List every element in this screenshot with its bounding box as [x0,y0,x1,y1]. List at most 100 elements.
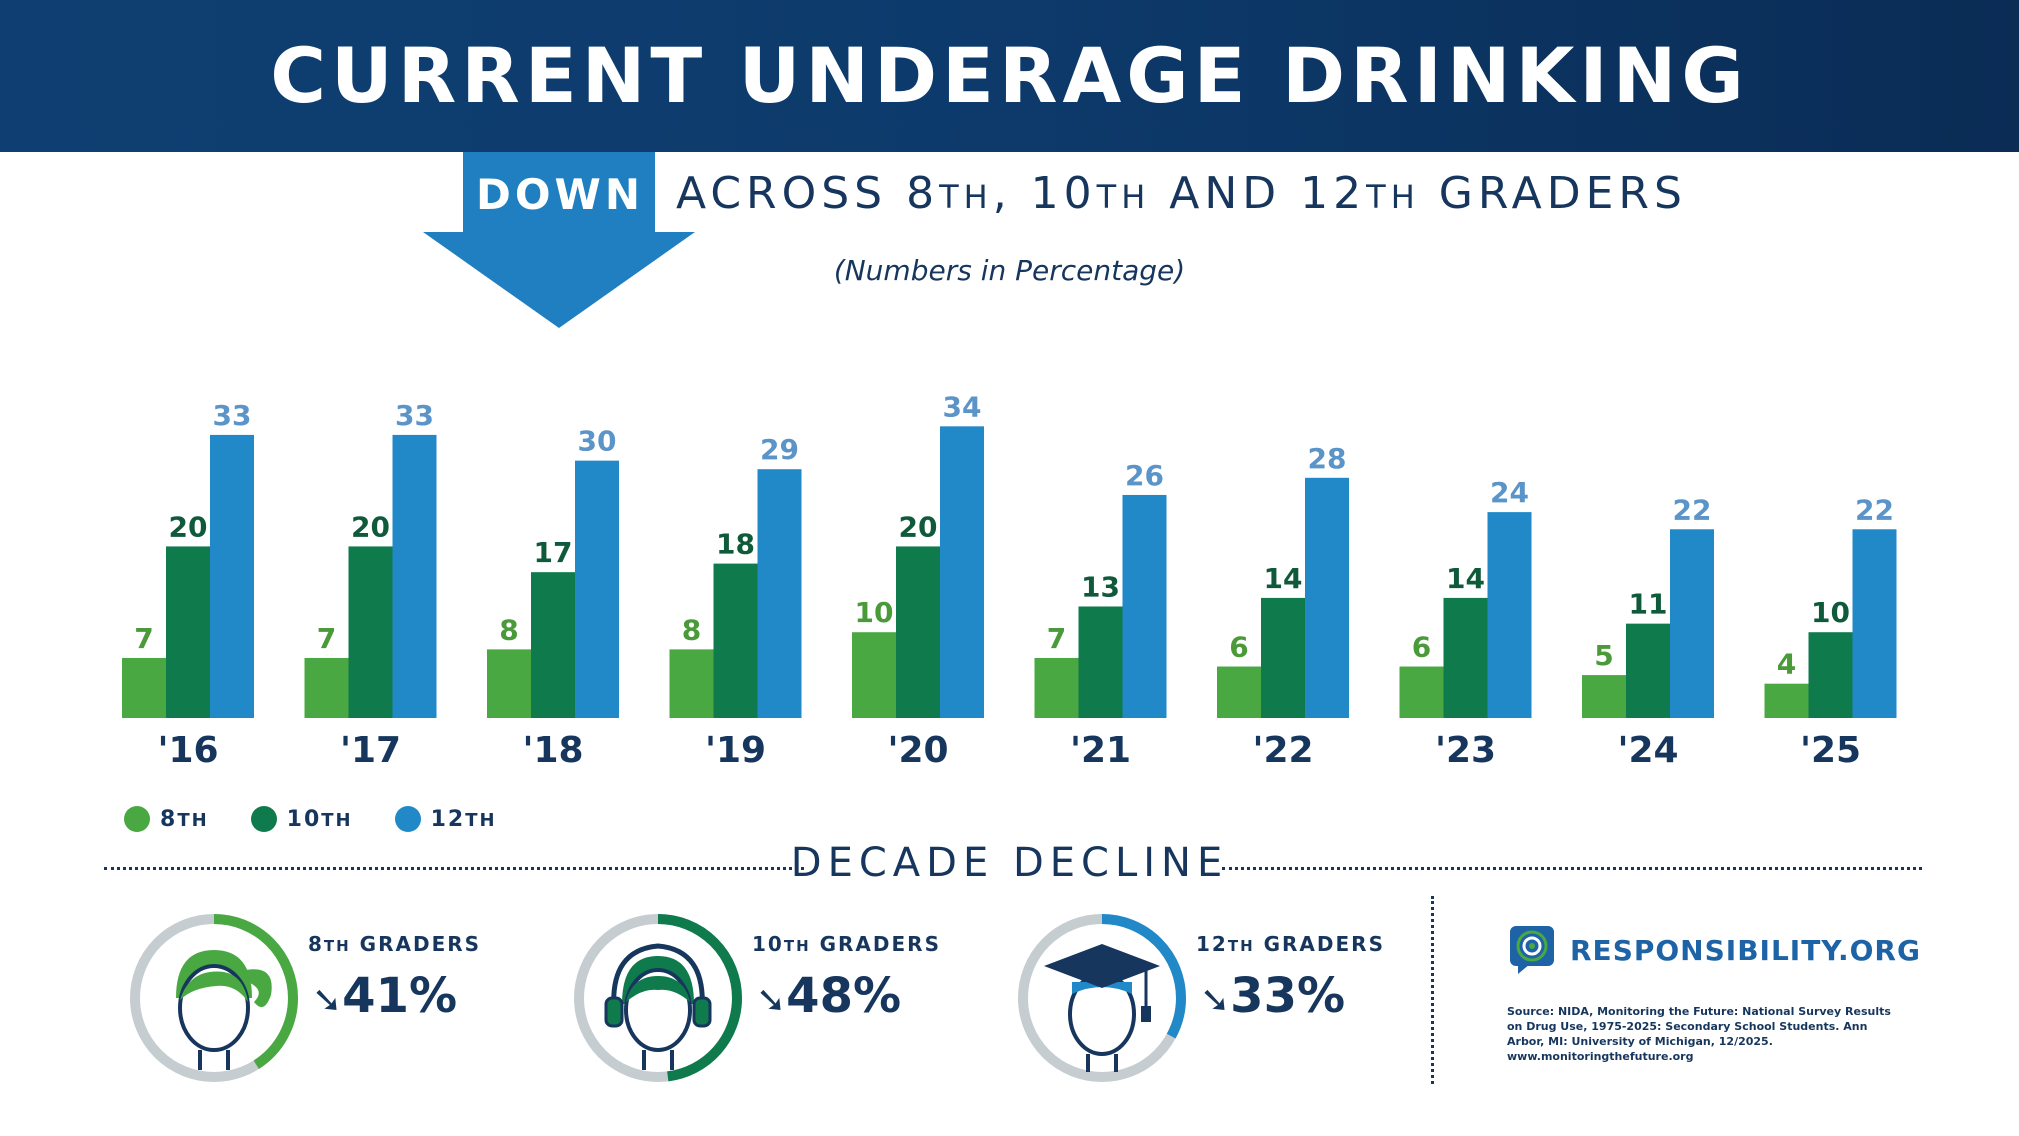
grade-decline-value: ➘33% [1200,968,1346,1024]
data-label: 26 [1125,459,1164,492]
bar-12th-2 [575,460,619,718]
legend-item-12th: 12TH [394,806,497,832]
grade-decline-value: ➘48% [756,968,902,1024]
subtitle-part: AND 12 [1150,168,1367,219]
down-arrow-icon [423,152,695,328]
vertical-dotted-divider [1431,896,1434,1084]
subtitle-part: TH [939,178,993,216]
source-citation: Source: NIDA, Monitoring the Future: Nat… [1507,1005,1891,1063]
data-label: 14 [1446,562,1485,595]
subtitle-part: , 10 [992,168,1097,219]
x-tick-label: '19 [705,730,766,771]
data-label: 33 [395,399,434,432]
legend-label: 8TH [160,806,209,832]
bar-10th-7 [1443,597,1488,718]
down-trend-icon: ➘ [1200,980,1231,1021]
dotted-divider [1222,867,1922,870]
grade-decline-value: ➘41% [312,968,458,1024]
girl-face-icon [130,914,298,1082]
x-tick-label: '23 [1435,730,1496,771]
bar-12th-4 [940,426,984,718]
grade-card-8th: 8TH GRADERS ➘41% [126,910,546,1090]
bar-10th-0 [166,546,210,718]
legend-swatch [250,806,277,832]
data-label: 5 [1594,639,1613,672]
bar-chart: 7 20 33 '16 7 20 33 '17 8 17 30 '18 8 18 29 '19 10 20 34 '2… [122,390,1897,771]
bar-10th-4 [896,546,940,718]
bar-10th-1 [348,546,393,718]
bar-10th-9 [1808,632,1853,718]
legend-swatch [124,806,150,832]
bar-8th-8 [1582,675,1626,718]
grade-card-10th: 10TH GRADERS ➘48% [570,910,990,1090]
data-label: 24 [1490,476,1529,509]
grade-label: 10TH GRADERS [752,932,941,956]
chart-legend: 8TH 10TH 12TH [124,806,497,832]
data-label: 7 [317,622,336,655]
decade-title: DECADE DECLINE [790,840,1229,886]
bar-8th-5 [1034,657,1079,718]
x-tick-label: '21 [1070,730,1131,771]
headphones-face-icon [574,914,742,1082]
data-label: 10 [855,596,894,629]
data-label: 6 [1229,631,1248,664]
data-label: 20 [169,510,208,543]
data-label: 13 [1081,570,1120,603]
down-label: DOWN [475,170,645,219]
data-label: 11 [1629,588,1668,621]
bar-8th-6 [1217,666,1261,718]
subtitle-part: ACROSS 8 [676,168,940,219]
data-label: 33 [213,399,252,432]
data-label: 17 [534,536,573,569]
data-label: 7 [134,622,153,655]
x-tick-label: '20 [887,730,948,771]
x-tick-label: '16 [157,730,218,771]
data-label: 20 [351,510,390,543]
data-label: 20 [899,510,938,543]
bar-8th-0 [122,657,166,718]
grade-card-12th: 12TH GRADERS ➘33% [1014,910,1434,1090]
target-speech-bubble-icon [1510,926,1554,974]
header-banner: CURRENT UNDERAGE DRINKING [0,0,2019,152]
units-note: (Numbers in Percentage) [833,254,1186,287]
legend-swatch [394,806,421,832]
bar-8th-1 [304,657,349,718]
data-label: 29 [760,433,799,466]
bar-10th-8 [1626,623,1670,718]
page-title: CURRENT UNDERAGE DRINKING [270,31,1749,120]
data-label: 8 [682,613,701,646]
subtitle: ACROSS 8TH, 10TH AND 12TH GRADERS [676,168,1687,219]
data-label: 22 [1855,493,1894,526]
down-trend-icon: ➘ [312,980,343,1021]
bar-10th-6 [1261,597,1305,718]
down-trend-icon: ➘ [756,980,787,1021]
bar-12th-3 [757,469,802,718]
dotted-divider [104,867,804,870]
bar-10th-2 [531,572,575,718]
data-label: 6 [1412,631,1431,664]
legend-item-10th: 10TH [250,806,353,832]
x-tick-label: '22 [1252,730,1313,771]
data-label: 7 [1047,622,1066,655]
bar-12th-0 [210,434,254,718]
graduate-face-icon [1018,914,1186,1082]
brand-name[interactable]: RESPONSIBILITY.ORG [1570,933,1921,967]
bar-12th-9 [1852,529,1897,718]
subtitle-part: TH [1096,178,1151,216]
bar-12th-5 [1122,494,1167,718]
data-label: 22 [1673,493,1712,526]
legend-label: 10TH [286,806,353,832]
data-label: 34 [943,390,982,423]
data-label: 28 [1308,442,1347,475]
bar-10th-3 [713,563,758,718]
data-label: 4 [1777,648,1796,681]
x-tick-label: '24 [1617,730,1678,771]
subtitle-part: GRADERS [1419,168,1687,219]
data-label: 8 [499,613,518,646]
x-tick-label: '25 [1800,730,1861,771]
brand: RESPONSIBILITY.ORG [1508,924,1921,976]
bar-8th-4 [852,632,896,718]
legend-item-8th: 8TH [124,806,209,832]
legend-label: 12TH [430,806,497,832]
bar-8th-7 [1399,666,1444,718]
